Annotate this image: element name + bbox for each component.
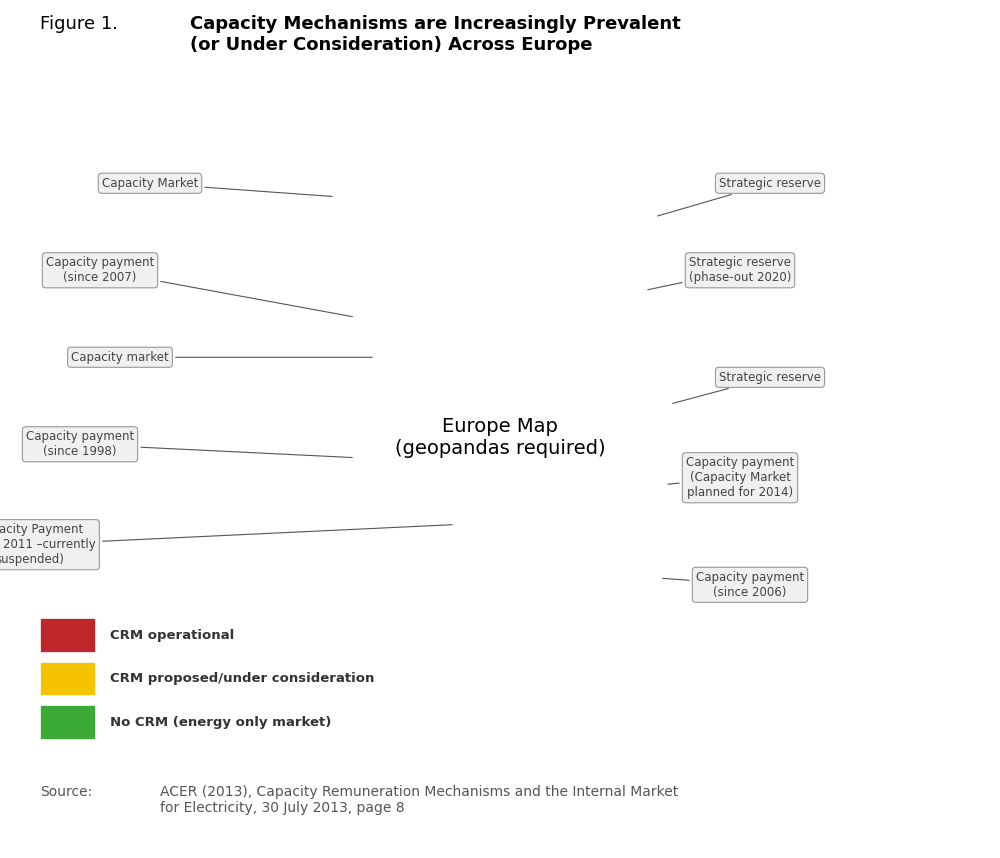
Text: Figure 1.: Figure 1. bbox=[40, 15, 118, 33]
Text: Capacity Market: Capacity Market bbox=[102, 177, 332, 196]
Text: Strategic reserve: Strategic reserve bbox=[658, 177, 821, 216]
FancyBboxPatch shape bbox=[40, 619, 95, 652]
FancyBboxPatch shape bbox=[40, 662, 95, 695]
Text: CRM operational: CRM operational bbox=[110, 629, 234, 642]
Text: Capacity payment
(since 2006): Capacity payment (since 2006) bbox=[663, 571, 804, 599]
Text: Europe Map
(geopandas required): Europe Map (geopandas required) bbox=[395, 417, 605, 458]
Text: Strategic reserve: Strategic reserve bbox=[673, 371, 821, 403]
Text: Capacity payment
(Capacity Market
planned for 2014): Capacity payment (Capacity Market planne… bbox=[668, 456, 794, 499]
Text: ACER (2013), Capacity Remuneration Mechanisms and the Internal Market
for Electr: ACER (2013), Capacity Remuneration Mecha… bbox=[160, 785, 678, 815]
Text: Capacity payment
(since 2007): Capacity payment (since 2007) bbox=[46, 257, 352, 317]
FancyBboxPatch shape bbox=[40, 705, 95, 739]
Text: Capacity payment
(since 1998): Capacity payment (since 1998) bbox=[26, 430, 352, 458]
Text: CRM proposed/under consideration: CRM proposed/under consideration bbox=[110, 672, 374, 685]
Text: Capacity Mechanisms are Increasingly Prevalent
(or Under Consideration) Across E: Capacity Mechanisms are Increasingly Pre… bbox=[190, 15, 681, 54]
Text: Capacity market: Capacity market bbox=[71, 351, 372, 364]
Text: Capacity Payment
(since 2011 –currently
suspended): Capacity Payment (since 2011 –currently … bbox=[0, 523, 452, 566]
Text: Strategic reserve
(phase-out 2020): Strategic reserve (phase-out 2020) bbox=[648, 257, 791, 290]
Text: Source:: Source: bbox=[40, 785, 92, 799]
Text: No CRM (energy only market): No CRM (energy only market) bbox=[110, 716, 331, 728]
